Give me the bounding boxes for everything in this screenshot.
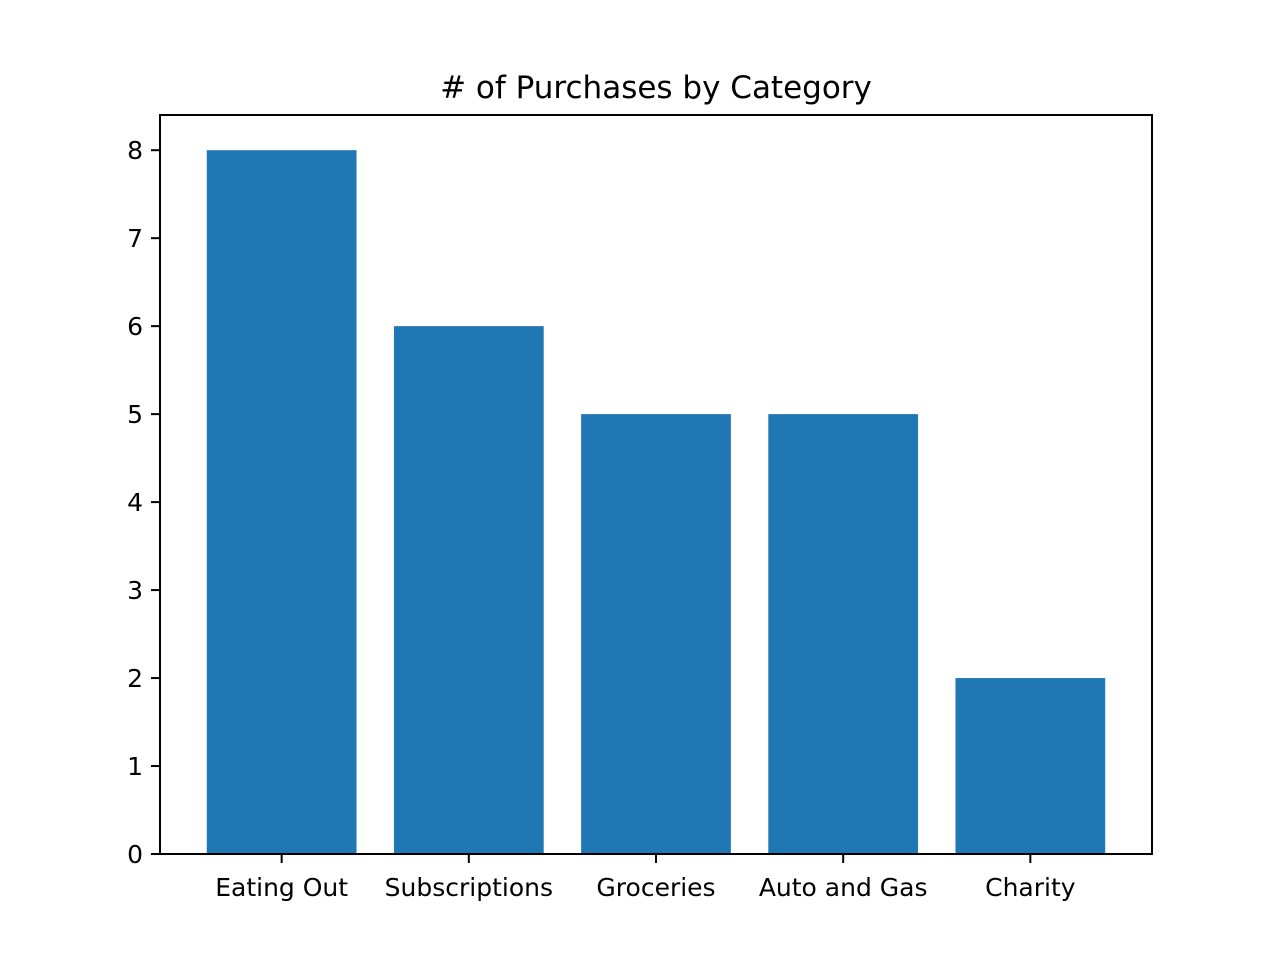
bar-auto-and-gas: [768, 414, 919, 854]
x-tick-label: Auto and Gas: [759, 873, 928, 902]
y-tick-label: 0: [127, 840, 143, 869]
y-tick-label: 3: [127, 576, 143, 605]
x-axis: Eating Out Subscriptions Groceries Auto and…: [215, 854, 1076, 902]
bar-subscriptions: [393, 326, 544, 854]
x-tick-label: Charity: [985, 873, 1076, 902]
chart-title: # of Purchases by Category: [440, 70, 872, 106]
bar-eating-out: [206, 150, 357, 854]
y-tick-label: 7: [127, 224, 143, 253]
y-tick-label: 1: [127, 752, 143, 781]
x-tick-label: Groceries: [596, 873, 715, 902]
bar-groceries: [581, 414, 731, 854]
y-tick-label: 5: [127, 400, 143, 429]
y-tick-label: 2: [127, 664, 143, 693]
y-tick-label: 6: [127, 312, 143, 341]
plot-frame: [159, 114, 1153, 855]
y-tick-label: 4: [127, 488, 143, 517]
x-tick-label: Subscriptions: [385, 873, 553, 902]
x-tick-label: Eating Out: [215, 873, 348, 902]
y-tick-label: 8: [127, 136, 143, 165]
bars-group: [206, 150, 1106, 854]
y-axis: 0 1 2 3 4 5 6 7 8: [127, 136, 160, 869]
bar-charity: [955, 678, 1106, 854]
